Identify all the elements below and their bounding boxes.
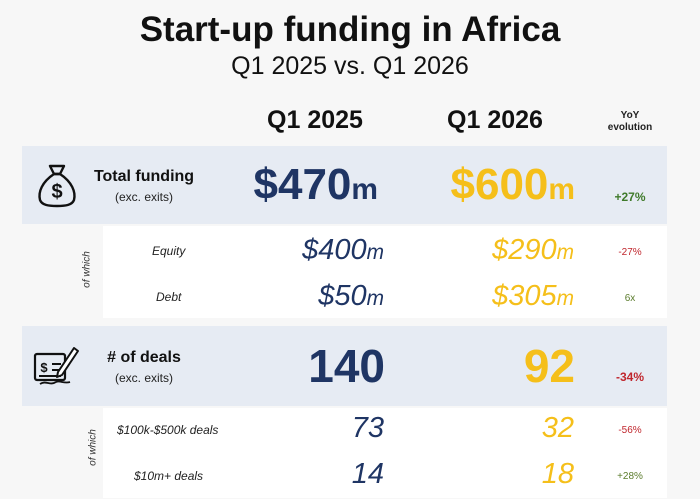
cheque-signing-icon: $: [32, 342, 79, 388]
yoy-header-line1: YoY: [620, 110, 640, 121]
column-header-q1-2026: Q1 2026: [447, 106, 543, 134]
deals-yoy: -34%: [615, 370, 644, 384]
small-deals-yoy: -56%: [618, 425, 642, 436]
deals-breakdown-box: [103, 408, 667, 498]
deals-2025: 140: [308, 340, 385, 392]
column-header-yoy: YoY evolution: [594, 110, 666, 134]
yoy-header-line2: evolution: [607, 122, 653, 133]
equity-label: Equity: [152, 244, 186, 258]
large-deals-2025: 14: [351, 458, 384, 490]
page-subtitle: Q1 2025 vs. Q1 2026: [231, 52, 469, 80]
of-which-label: of which: [87, 429, 99, 466]
money-bag-icon: $: [34, 162, 80, 208]
deals-2026: 92: [523, 340, 575, 392]
column-header-q1-2025: Q1 2025: [267, 106, 363, 134]
svg-text:$: $: [51, 181, 62, 203]
debt-label: Debt: [156, 290, 182, 304]
total-funding-band: [22, 146, 667, 224]
of-which-label: of which: [81, 251, 93, 288]
debt-2025: $50m: [318, 280, 384, 312]
total-funding-yoy: +27%: [614, 190, 646, 204]
equity-yoy: -27%: [618, 247, 642, 258]
large-deals-2026: 18: [541, 458, 574, 490]
total-funding-2025: $470m: [253, 160, 378, 209]
small-deals-2026: 32: [541, 412, 574, 444]
page-title: Start-up funding in Africa: [139, 10, 561, 49]
equity-2025: $400m: [302, 234, 384, 266]
small-deals-label: $100k-$500k deals: [117, 423, 219, 437]
total-funding-note: (exc. exits): [114, 190, 173, 204]
svg-text:$: $: [40, 360, 48, 375]
large-deals-yoy: +28%: [617, 471, 643, 482]
equity-2026: $290m: [492, 234, 574, 266]
small-deals-2025: 73: [351, 412, 384, 444]
total-funding-2026: $600m: [450, 160, 575, 209]
debt-2026: $305m: [492, 280, 574, 312]
debt-yoy: 6x: [624, 293, 636, 304]
deals-label: # of deals: [107, 349, 181, 366]
total-funding-label: Total funding: [93, 168, 195, 185]
large-deals-label: $10m+ deals: [134, 469, 204, 483]
deals-note: (exc. exits): [114, 371, 173, 385]
funding-breakdown-box: [103, 226, 667, 318]
deals-band: [22, 326, 667, 406]
